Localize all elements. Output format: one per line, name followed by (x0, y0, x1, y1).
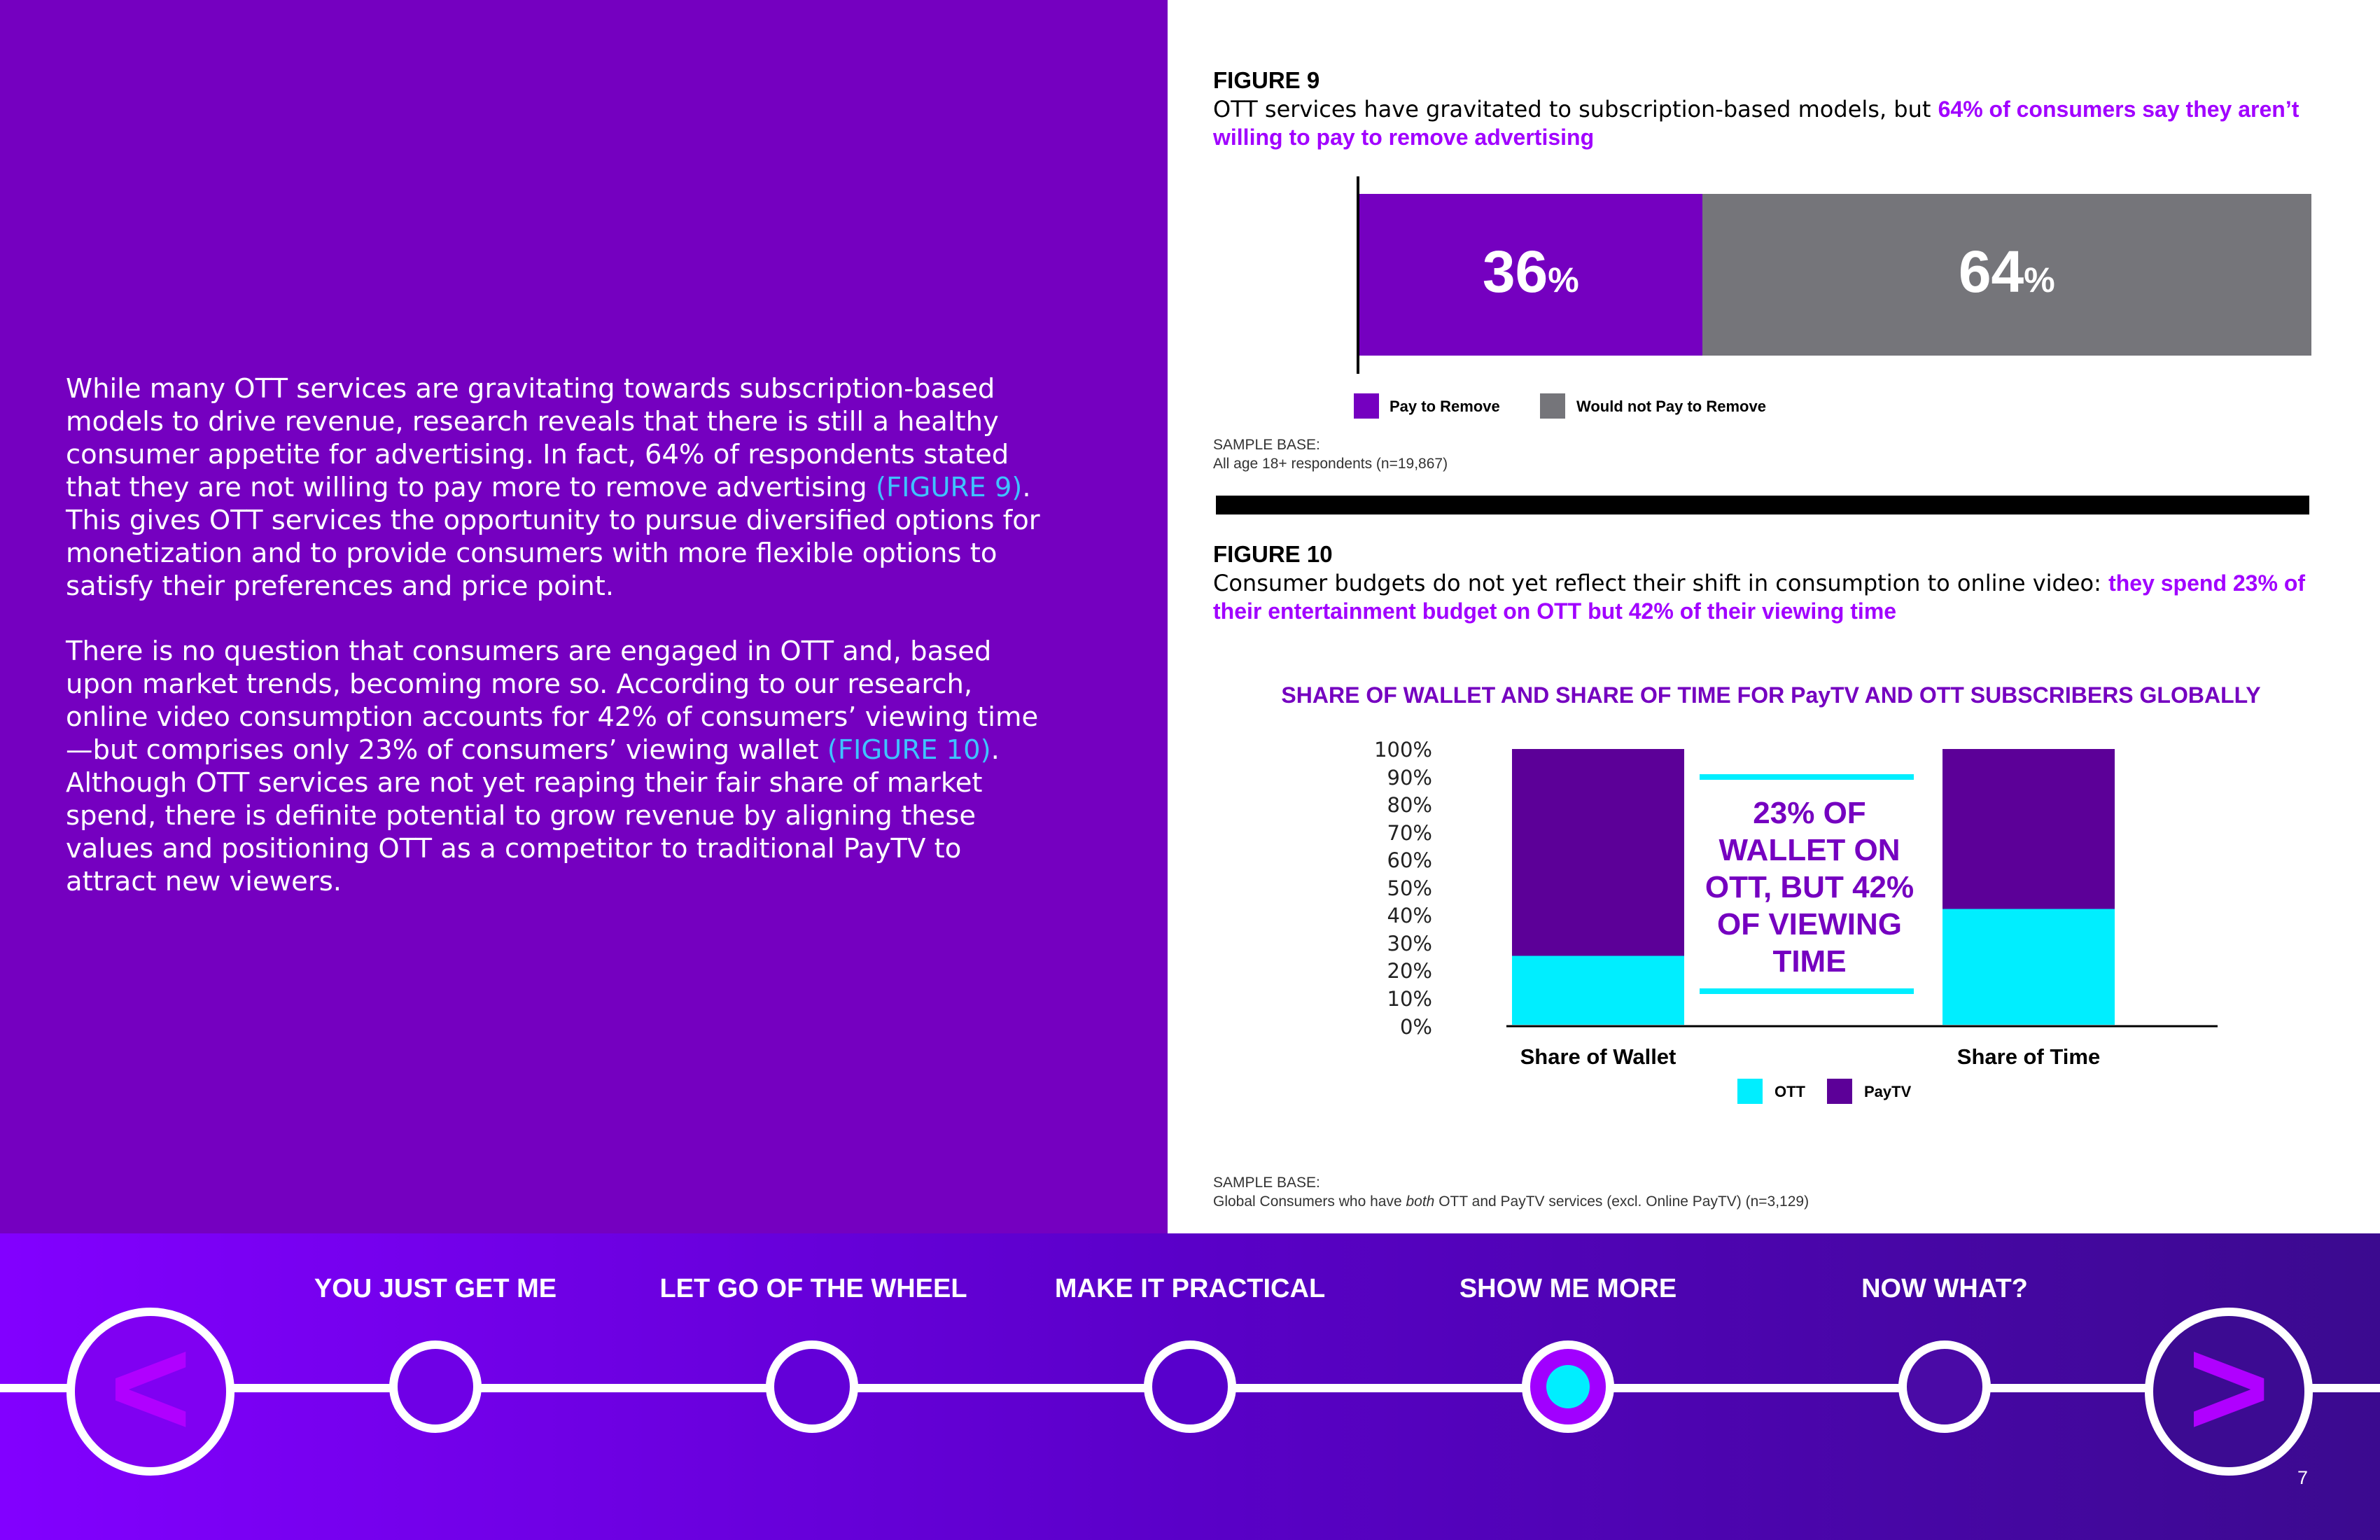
nav-label-now-what[interactable]: NOW WHAT? (1861, 1274, 2028, 1303)
legend-swatch-paytv (1827, 1079, 1852, 1104)
legend-label-paytv: PayTV (1864, 1083, 1912, 1100)
prev-button[interactable]: < (66, 1308, 234, 1476)
y-tick-0: 0% (1399, 1015, 1432, 1039)
figure-9-label: FIGURE 9 (1213, 67, 1320, 93)
y-tick-100: 100% (1374, 738, 1432, 762)
y-tick-80: 80% (1387, 793, 1432, 817)
bar-ott-share-of-time (1942, 909, 2115, 1025)
pay-to-remove-value-label: 36% (1482, 239, 1579, 304)
callout-text: 23% OF WALLET ON OTT, BUT 42% OF VIEWING… (1704, 796, 1914, 979)
nav-label-you-just-get-me[interactable]: YOU JUST GET ME (314, 1274, 557, 1303)
legend-label-ott: OTT (1774, 1083, 1805, 1100)
y-tick-10: 10% (1387, 987, 1432, 1011)
y-tick-50: 50% (1387, 876, 1432, 900)
legend-swatch-pay-to-remove (1354, 393, 1379, 419)
chart-title: SHARE OF WALLET AND SHARE OF TIME FOR Pa… (1281, 682, 2261, 708)
active-indicator-dot (1546, 1365, 1590, 1408)
y-tick-40: 40% (1387, 904, 1432, 927)
figure-9-link[interactable]: (FIGURE 9) (875, 472, 1023, 503)
figure-10-chart: Share of Wallet Share of Time (1506, 749, 2218, 1069)
nav-step-now-what[interactable] (1898, 1340, 1991, 1433)
bar-paytv-share-of-wallet (1512, 749, 1684, 956)
legend-swatch-would-not-pay (1540, 393, 1565, 419)
figure-9-axis-line (1357, 176, 1359, 374)
nav-step-show-me-more-active[interactable] (1522, 1340, 1614, 1433)
y-tick-70: 70% (1387, 821, 1432, 845)
y-tick-20: 20% (1387, 959, 1432, 983)
figure-10-description: Consumer budgets do not yet reflect thei… (1213, 570, 2306, 624)
next-button[interactable]: > (2145, 1308, 2313, 1476)
y-tick-60: 60% (1387, 848, 1432, 872)
y-tick-30: 30% (1387, 932, 1432, 955)
would-not-pay-value-label: 64% (1958, 239, 2055, 304)
would-not-pay-bar (1702, 194, 2311, 356)
figure-10-sample-base: SAMPLE BASE: Global Consumers who have b… (1213, 1175, 1809, 1210)
bar-ott-share-of-wallet (1512, 955, 1684, 1025)
nav-label-make-it-practical[interactable]: MAKE IT PRACTICAL (1054, 1274, 1326, 1303)
legend-label-pay-to-remove: Pay to Remove (1390, 398, 1500, 415)
callout-top-rule (1700, 774, 1914, 780)
page-number: 7 (2297, 1467, 2309, 1488)
x-tick-label-share-of-time: Share of Time (1957, 1044, 2100, 1069)
callout-bottom-rule (1700, 988, 1914, 994)
nav-label-let-go-of-the-wheel[interactable]: LET GO OF THE WHEEL (659, 1274, 967, 1303)
figure-10-link[interactable]: (FIGURE 10) (827, 734, 991, 766)
figure-9-description: OTT services have gravitated to subscrip… (1213, 96, 2300, 150)
body-paragraph-2: There is no question that consumers are … (66, 636, 1039, 897)
left-panel (0, 0, 1168, 1233)
nav-label-show-me-more[interactable]: SHOW ME MORE (1459, 1274, 1677, 1303)
legend-label-would-not-pay: Would not Pay to Remove (1576, 398, 1766, 415)
figure-10-label: FIGURE 10 (1213, 541, 1333, 567)
nav-step-make-it-practical[interactable] (1144, 1340, 1236, 1433)
chevron-left-icon: < (109, 1310, 192, 1466)
chevron-right-icon: > (2188, 1310, 2270, 1466)
pay-to-remove-bar (1359, 194, 1702, 356)
body-paragraph-1: While many OTT services are gravitating … (66, 373, 1040, 602)
figure-9-sample-base: SAMPLE BASE: All age 18+ respondents (n=… (1213, 437, 1448, 472)
bar-paytv-share-of-time (1942, 749, 2115, 909)
nav-step-you-just-get-me[interactable] (389, 1340, 482, 1433)
section-divider (1216, 496, 2309, 514)
y-tick-90: 90% (1387, 766, 1432, 790)
x-tick-label-share-of-wallet: Share of Wallet (1520, 1044, 1676, 1069)
legend-swatch-ott (1737, 1079, 1763, 1104)
nav-step-let-go-of-the-wheel[interactable] (766, 1340, 858, 1433)
